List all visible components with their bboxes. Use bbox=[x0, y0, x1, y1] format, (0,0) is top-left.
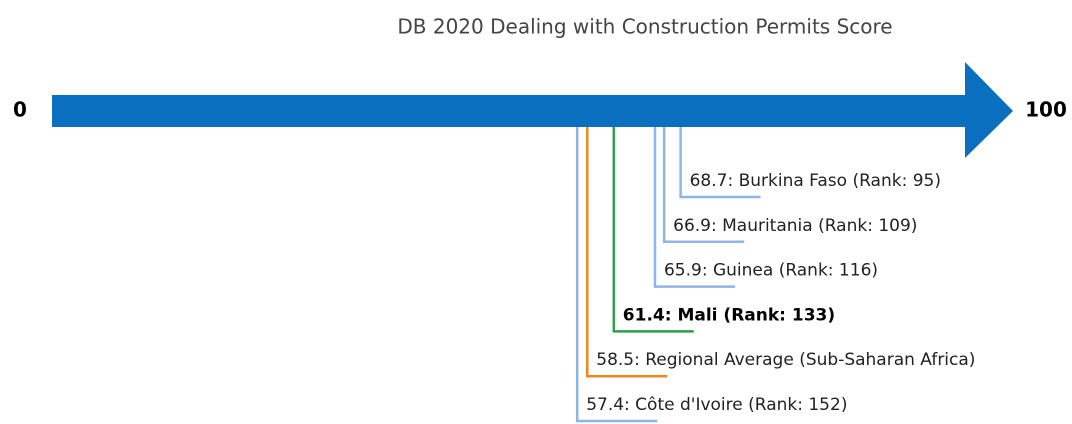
leader-line bbox=[653, 127, 735, 288]
leader-line bbox=[586, 127, 668, 378]
scale-arrow bbox=[52, 62, 1013, 158]
value-label: 57.4: Côte d'Ivoire (Rank: 152) bbox=[586, 395, 847, 415]
leader-line bbox=[612, 127, 694, 333]
chart-title: DB 2020 Dealing with Construction Permit… bbox=[397, 15, 892, 39]
leader-line bbox=[679, 127, 761, 199]
value-label: 68.7: Burkina Faso (Rank: 95) bbox=[690, 171, 941, 191]
value-label: 61.4: Mali (Rank: 133) bbox=[623, 305, 835, 325]
value-label: 65.9: Guinea (Rank: 116) bbox=[664, 261, 878, 281]
value-label: 58.5: Regional Average (Sub-Saharan Afri… bbox=[596, 350, 975, 370]
value-label: 66.9: Mauritania (Rank: 109) bbox=[673, 216, 917, 236]
leader-line bbox=[575, 127, 658, 423]
x-tick-label: 0 bbox=[13, 98, 27, 122]
leader-line bbox=[662, 127, 745, 244]
x-tick-label: 100 bbox=[1025, 98, 1067, 122]
